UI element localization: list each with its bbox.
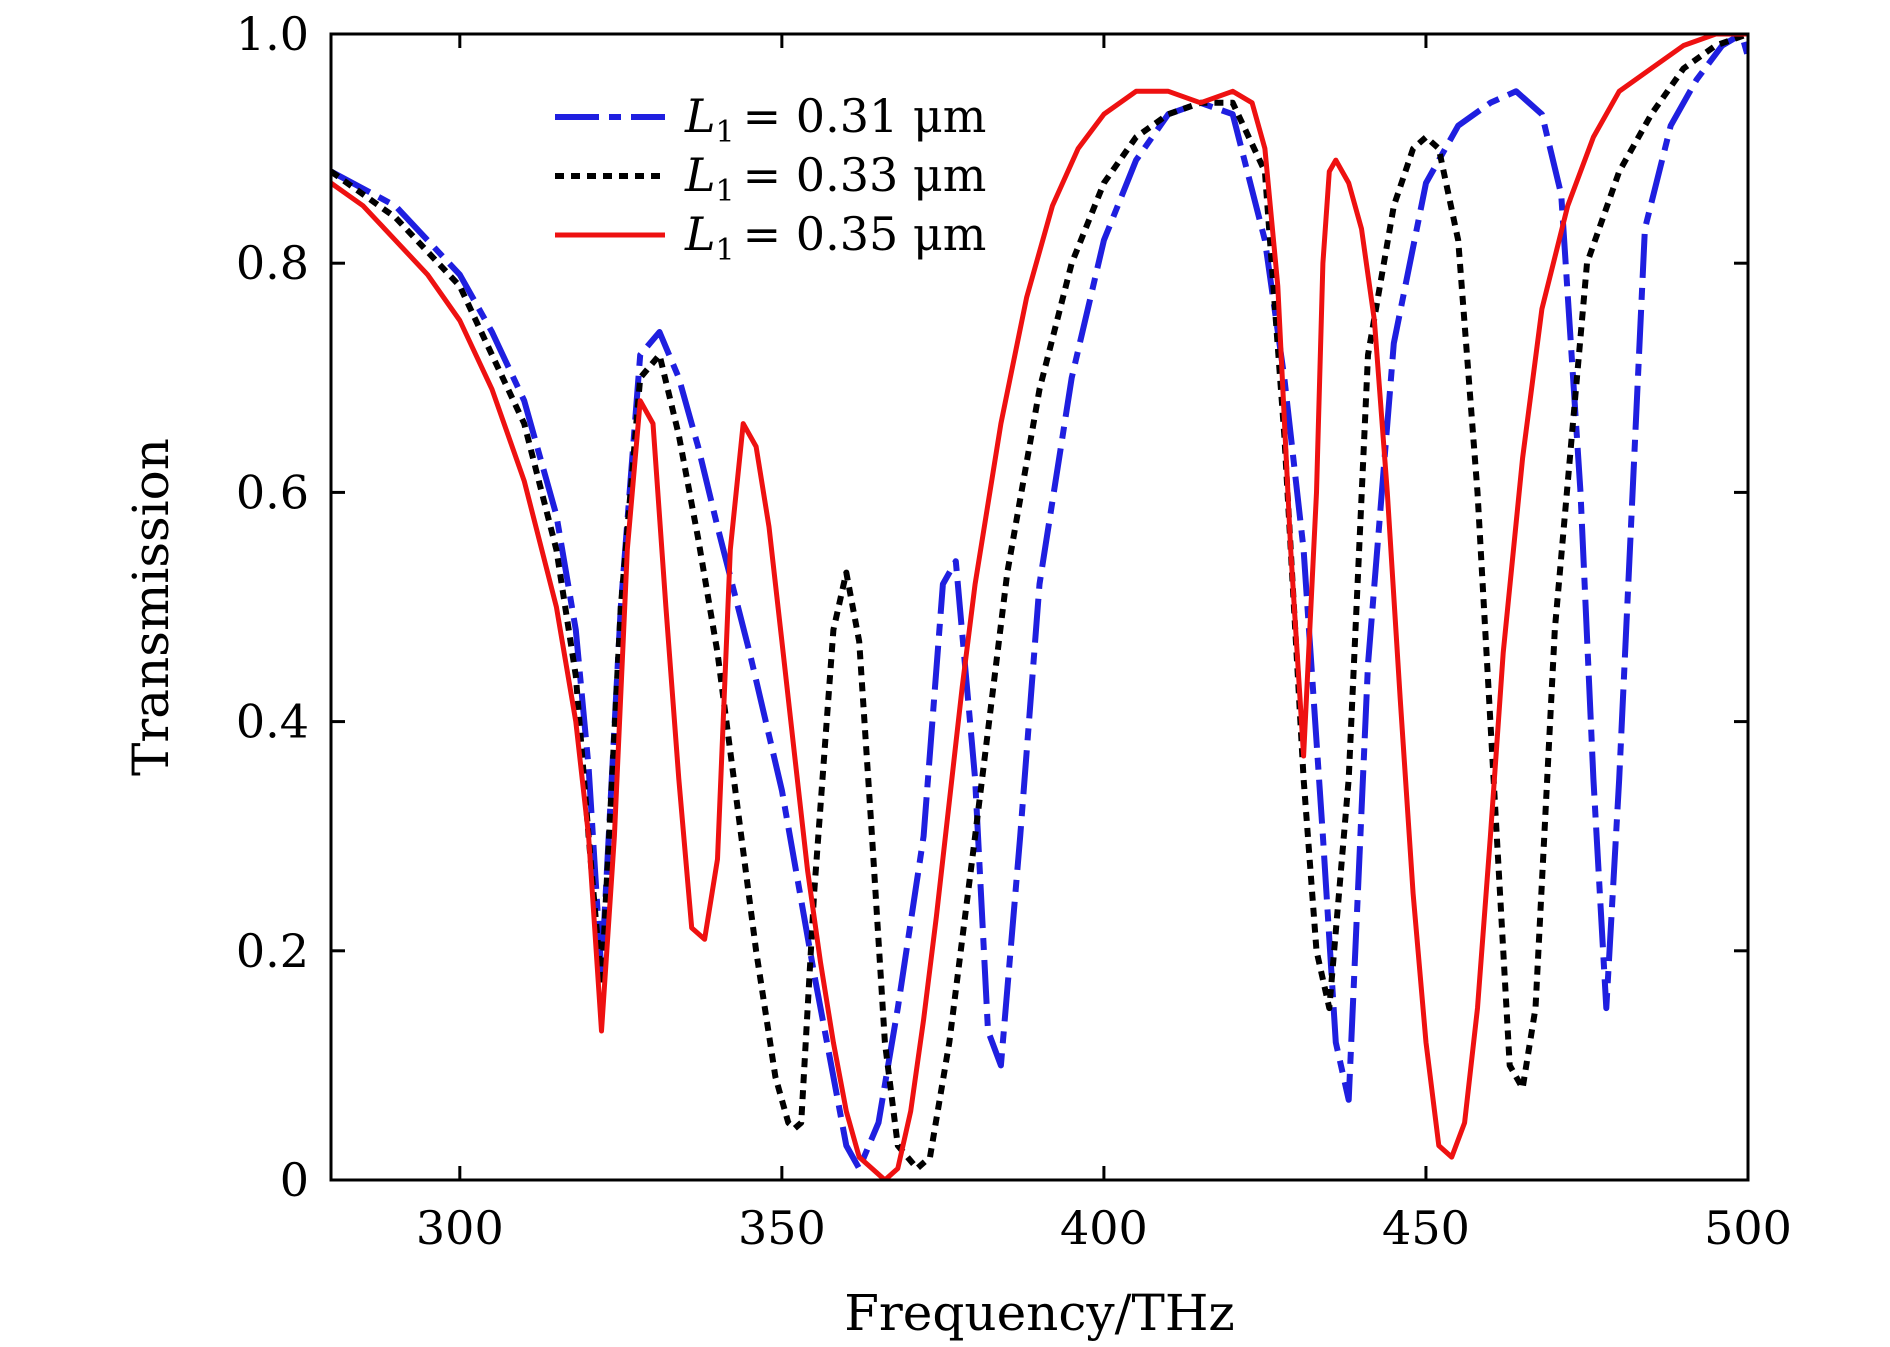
y-tick-label: 0: [280, 1153, 309, 1207]
y-tick-label: 0.8: [236, 236, 309, 290]
legend-value: = 0.35 μm: [743, 207, 987, 261]
legend-symbol: L: [684, 89, 716, 143]
legend-value: = 0.33 μm: [743, 148, 987, 202]
legend-symbol: L: [684, 148, 716, 202]
y-tick-label: 1.0: [236, 7, 309, 61]
y-tick-label: 0.2: [236, 924, 309, 978]
x-tick-label: 350: [738, 1201, 826, 1255]
legend-label-1: L1 = 0.31 μm: [684, 89, 986, 150]
series-layer: [331, 34, 1748, 1180]
y-tick-label: 0.6: [236, 465, 309, 519]
x-axis-title: Frequency/THz: [844, 1284, 1235, 1342]
x-tick-label: 300: [416, 1201, 504, 1255]
legend-subscript: 1: [716, 174, 735, 209]
series-line-2: [331, 34, 1748, 1172]
x-tick-label: 450: [1382, 1201, 1470, 1255]
y-tick-label: 0.4: [236, 695, 309, 749]
series-line-1: [331, 34, 1748, 1172]
legend-subscript: 1: [716, 115, 735, 150]
plot-frame: [329, 32, 1750, 1182]
legend-label-3: L1 = 0.35 μm: [684, 207, 986, 268]
legend-symbol: L: [684, 207, 716, 261]
legend-label-2: L1 = 0.33 μm: [684, 148, 986, 209]
y-axis-ticks: 0 0.2 0.4 0.6 0.8 1.0: [236, 7, 1748, 1207]
series-line-3: [331, 34, 1748, 1180]
x-axis-ticks: 300 350 400 450 500: [416, 34, 1792, 1255]
y-axis-title: Transmission: [122, 438, 180, 776]
legend-subscript: 1: [716, 233, 735, 268]
legend-value: = 0.31 μm: [743, 89, 987, 143]
x-tick-label: 400: [1060, 1201, 1148, 1255]
x-tick-label: 500: [1704, 1201, 1792, 1255]
